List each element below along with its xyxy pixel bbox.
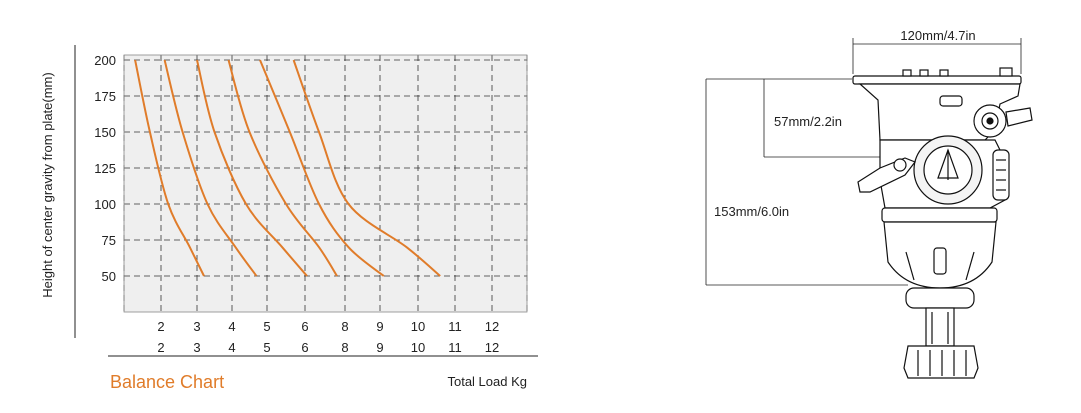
x-tick-label-secondary: 12 xyxy=(485,340,499,355)
plot-frame xyxy=(123,54,528,313)
x-tick-label: 3 xyxy=(193,319,200,334)
width-dimension-label: 120mm/4.7in xyxy=(900,28,975,43)
balance-curve-2 xyxy=(163,59,258,277)
x-tick-label: 12 xyxy=(485,319,499,334)
x-tick-label-secondary: 9 xyxy=(376,340,383,355)
x-tick-label-secondary: 11 xyxy=(448,340,462,355)
x-tick-label-secondary: 6 xyxy=(301,340,308,355)
balance-chart: 200 175 150 125 100 75 50 2 3 4 5 6 8 9 10 11 12 2 3 4 5 6 8… xyxy=(40,45,538,392)
y-tick-label: 150 xyxy=(94,125,116,140)
x-tick-label: 8 xyxy=(341,319,348,334)
chart-title: Balance Chart xyxy=(110,372,224,392)
x-tick-label: 5 xyxy=(263,319,270,334)
x-tick-label: 2 xyxy=(157,319,164,334)
y-tick-labels: 200 175 150 125 100 75 50 xyxy=(94,53,116,284)
x-tick-label: 6 xyxy=(301,319,308,334)
x-axis-label: Total Load Kg xyxy=(447,374,527,389)
x-tick-labels-row2: 2 3 4 5 6 8 9 10 11 12 xyxy=(157,340,499,355)
x-tick-label-secondary: 8 xyxy=(341,340,348,355)
x-tick-label-secondary: 10 xyxy=(411,340,425,355)
total-height-dimension-label: 153mm/6.0in xyxy=(714,204,789,219)
x-tick-label: 9 xyxy=(376,319,383,334)
plate-height-dimension-label: 57mm/2.2in xyxy=(774,114,842,129)
balance-curve-4 xyxy=(227,59,338,277)
y-tick-label: 125 xyxy=(94,161,116,176)
y-tick-label: 50 xyxy=(102,269,116,284)
x-tick-labels-row1: 2 3 4 5 6 8 9 10 11 12 xyxy=(157,319,499,334)
balance-curve-6 xyxy=(292,59,441,277)
x-tick-label: 4 xyxy=(228,319,235,334)
y-axis-label: Height of center gravity from plate(mm) xyxy=(40,72,55,297)
plot-area xyxy=(124,55,527,312)
x-tick-label: 10 xyxy=(411,319,425,334)
fluid-head-outline xyxy=(852,67,1033,379)
y-tick-label: 175 xyxy=(94,89,116,104)
balance-curve-3 xyxy=(196,59,308,277)
x-tick-label-secondary: 2 xyxy=(157,340,164,355)
y-tick-label: 100 xyxy=(94,197,116,212)
horizontal-gridlines xyxy=(124,59,527,277)
x-tick-label: 11 xyxy=(448,319,462,334)
x-tick-label-secondary: 3 xyxy=(193,340,200,355)
balance-curve-5 xyxy=(259,59,385,277)
x-tick-label-secondary: 5 xyxy=(263,340,270,355)
balance-curve-1 xyxy=(134,59,205,277)
x-tick-label-secondary: 4 xyxy=(228,340,235,355)
y-tick-label: 200 xyxy=(94,53,116,68)
y-tick-label: 75 xyxy=(102,233,116,248)
dimension-lines xyxy=(705,38,1022,286)
balance-curves xyxy=(134,59,441,277)
